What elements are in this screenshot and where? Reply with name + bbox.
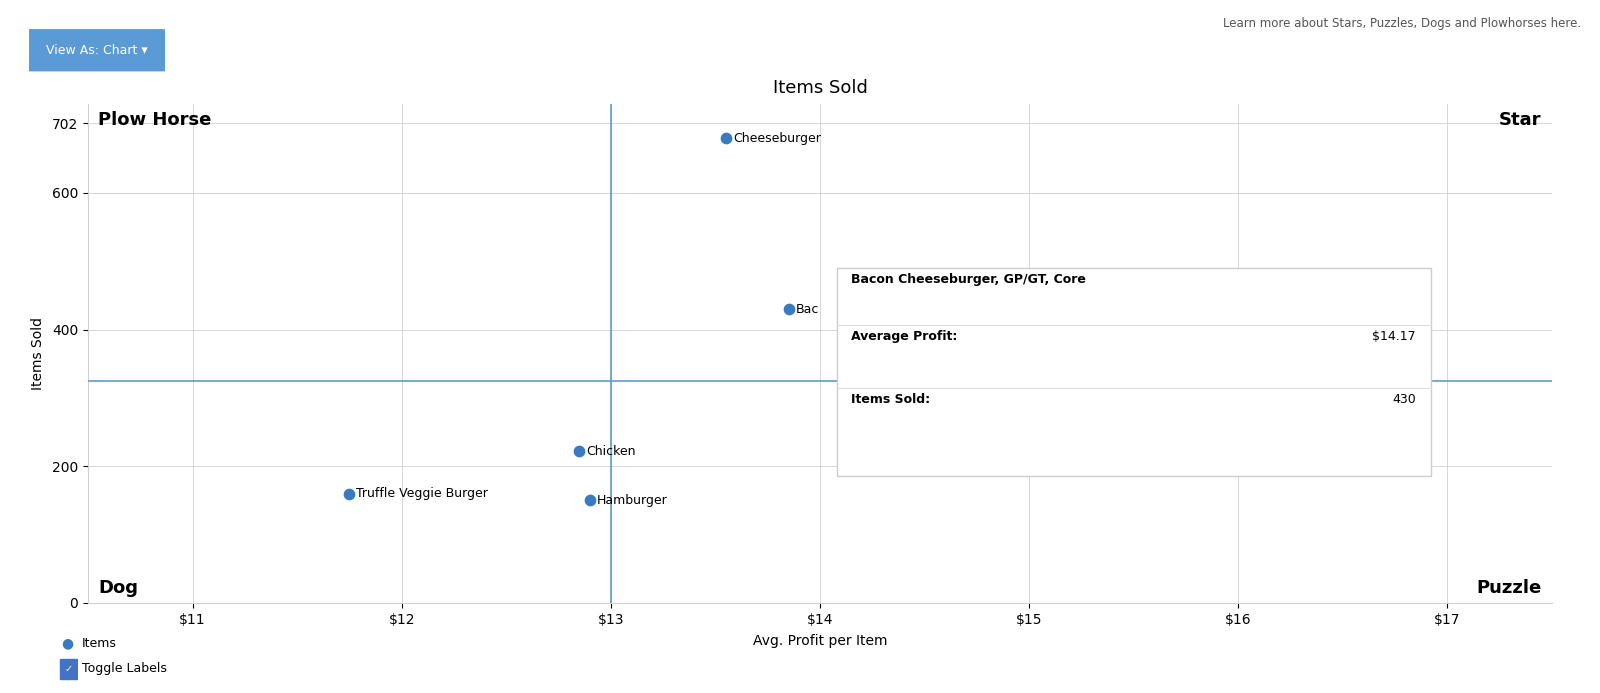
Text: Hamburger: Hamburger <box>597 494 667 507</box>
Text: Plow Horse: Plow Horse <box>99 111 211 129</box>
Text: Chicken: Chicken <box>587 445 635 457</box>
Point <box>578 495 603 506</box>
Text: Puzzle: Puzzle <box>1477 579 1541 597</box>
Text: $14.17: $14.17 <box>1373 331 1416 343</box>
Text: Learn more about Stars, Puzzles, Dogs and Plowhorses here.: Learn more about Stars, Puzzles, Dogs an… <box>1222 17 1581 30</box>
Title: Items Sold: Items Sold <box>773 79 867 97</box>
Text: Items Sold:: Items Sold: <box>851 393 931 405</box>
Text: View As: Chart ▾: View As: Chart ▾ <box>46 44 147 57</box>
FancyBboxPatch shape <box>24 29 170 71</box>
Text: ●: ● <box>61 636 74 650</box>
Text: Dog: Dog <box>99 579 139 597</box>
X-axis label: Avg. Profit per Item: Avg. Profit per Item <box>752 633 888 647</box>
FancyBboxPatch shape <box>837 268 1430 477</box>
Text: Items: Items <box>82 637 117 649</box>
FancyBboxPatch shape <box>61 659 77 678</box>
Text: 430: 430 <box>1392 393 1416 405</box>
Text: Bac: Bac <box>795 303 819 315</box>
Text: ✓: ✓ <box>64 664 74 674</box>
Text: Toggle Labels: Toggle Labels <box>82 663 166 675</box>
Point <box>714 132 739 143</box>
Y-axis label: Items Sold: Items Sold <box>30 317 45 390</box>
Text: Bacon Cheeseburger, GP/GT, Core: Bacon Cheeseburger, GP/GT, Core <box>851 273 1086 286</box>
Text: Truffle Veggie Burger: Truffle Veggie Burger <box>357 487 488 500</box>
Text: Cheeseburger: Cheeseburger <box>733 132 821 145</box>
Point <box>776 304 802 315</box>
Point <box>566 446 592 457</box>
Text: Average Profit:: Average Profit: <box>851 331 958 343</box>
Text: Star: Star <box>1499 111 1541 129</box>
Point <box>336 488 362 499</box>
Point <box>922 464 947 475</box>
